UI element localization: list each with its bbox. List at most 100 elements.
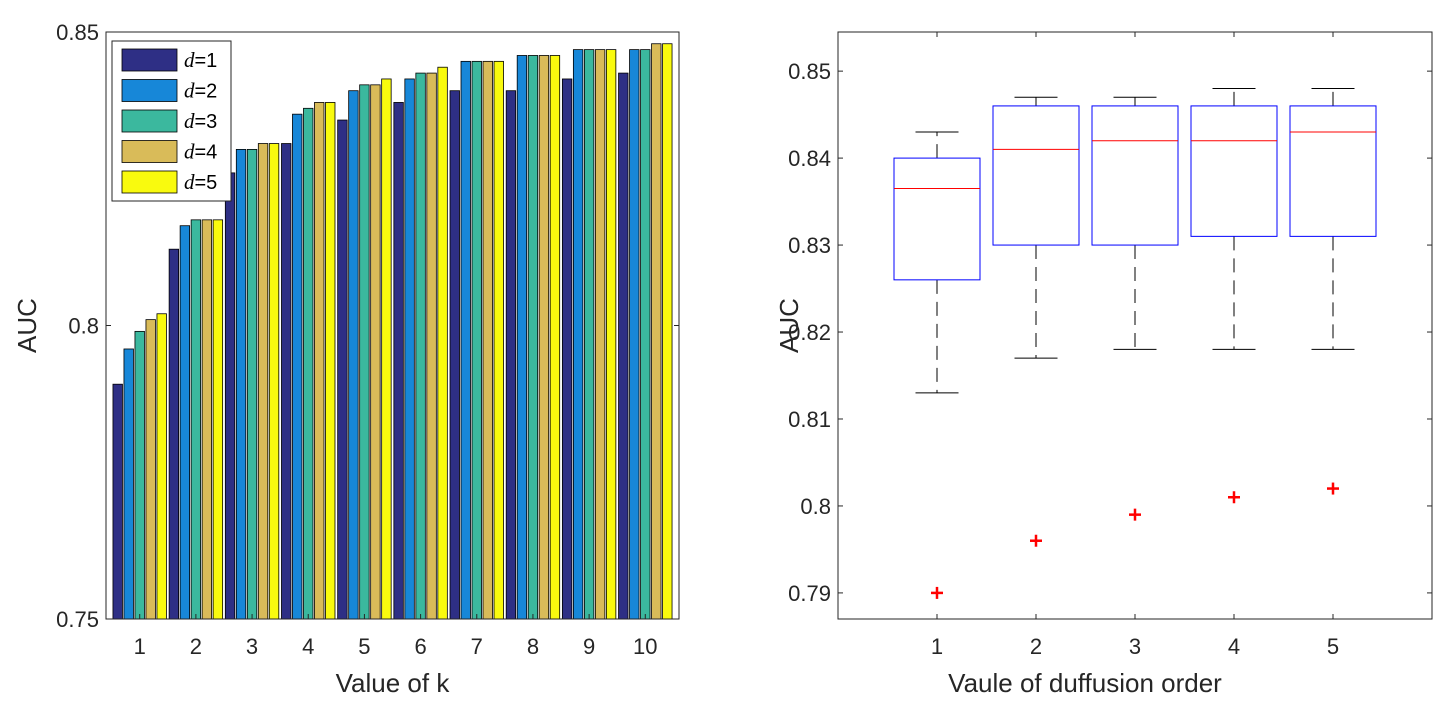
bar-k9-d3	[583, 49, 595, 620]
bar-k9-d5	[605, 49, 617, 620]
outlier-marker	[1228, 491, 1240, 504]
box-order-4	[1190, 88, 1278, 504]
right-y-tick-label: 0.84	[788, 146, 831, 171]
bar-k10-d3	[640, 49, 651, 620]
bar-k8-d1	[505, 90, 517, 620]
bar-k9-d1	[561, 78, 573, 620]
legend-value: =2	[195, 81, 218, 103]
left-x-tick-label: 9	[583, 634, 595, 659]
legend-variable: d	[184, 48, 195, 72]
iqr-box	[1091, 105, 1179, 246]
bar-k6-d3	[415, 72, 426, 620]
legend-swatch	[121, 109, 178, 133]
legend-variable: d	[184, 109, 195, 133]
bar-k6-d5	[437, 66, 448, 620]
bar-group	[112, 43, 673, 620]
legend-label: d=2	[184, 79, 217, 103]
bar-k10-d4	[651, 43, 662, 620]
boxplot-group	[893, 88, 1377, 599]
legend-variable: d	[184, 170, 195, 194]
bar-k7-d1	[449, 90, 460, 620]
bar-k1-d3	[134, 330, 145, 620]
right-x-ticks: 1 2 3 4 5	[931, 32, 1339, 659]
bar-k3-d5	[268, 143, 280, 620]
right-x-tick-label: 5	[1327, 634, 1339, 659]
box-order-3	[1091, 96, 1179, 521]
right-y-tick-label: 0.85	[788, 59, 831, 84]
legend-variable: d	[184, 140, 195, 164]
iqr-box	[1289, 105, 1377, 237]
left-x-tick-label: 1	[134, 634, 146, 659]
outlier-marker	[931, 586, 943, 599]
bar-k10-d5	[662, 43, 673, 620]
bar-k9-d2	[572, 49, 584, 620]
bar-k2-d1	[168, 248, 180, 620]
legend-entry: d=5	[121, 170, 217, 194]
legend-entry: d=1	[121, 48, 217, 72]
outlier-marker	[1129, 508, 1141, 521]
legend: d=1d=2d=3d=4d=5	[111, 40, 232, 202]
left-y-ticks: 0.75 0.8 0.85	[56, 20, 679, 632]
bar-k3-d3	[246, 148, 258, 620]
bar-k2-d4	[201, 219, 213, 620]
bar-k1-d1	[112, 383, 123, 620]
bar-k8-d5	[549, 55, 561, 620]
legend-entry: d=4	[121, 140, 217, 164]
legend-label: d=4	[184, 140, 217, 164]
legend-label: d=5	[184, 170, 217, 194]
left-x-tick-label: 3	[246, 634, 258, 659]
iqr-box	[893, 157, 981, 281]
box-order-5	[1289, 88, 1377, 495]
legend-value: =5	[195, 172, 218, 194]
bar-k3-d4	[257, 143, 269, 620]
right-y-axis-label: AUC	[774, 298, 804, 353]
left-x-tick-label: 5	[358, 634, 370, 659]
legend-swatch	[121, 170, 178, 194]
left-x-axis-label: Value of k	[336, 668, 451, 698]
left-x-tick-label: 8	[527, 634, 539, 659]
right-x-axis-label: Vaule of duffusion order	[948, 668, 1222, 698]
left-y-tick-label: 0.85	[56, 20, 99, 45]
right-y-tick-label: 0.8	[800, 494, 831, 519]
bar-k8-d2	[516, 55, 528, 620]
bar-k5-d5	[381, 78, 392, 620]
bar-k2-d3	[190, 219, 202, 620]
bar-k4-d2	[292, 113, 303, 620]
right-axes-frame	[837, 31, 1433, 620]
right-y-ticks: 0.79 0.8 0.81 0.82 0.83 0.84 0.85	[788, 59, 1432, 606]
right-x-tick-label: 4	[1228, 634, 1240, 659]
bar-chart-auc-vs-k: 1 2 3 4 5 6 7 8 9 10 0.75 0.8 0.85 Value of k AUC d…	[12, 20, 680, 698]
outlier-marker	[1030, 534, 1042, 547]
bar-k5-d4	[370, 84, 381, 620]
legend-value: =3	[195, 111, 218, 133]
bar-k8-d4	[538, 55, 550, 620]
legend-swatch	[121, 48, 178, 72]
iqr-box	[1190, 105, 1278, 237]
right-y-tick-label: 0.79	[788, 581, 831, 606]
legend-variable: d	[184, 79, 195, 103]
left-y-tick-label: 0.8	[68, 314, 99, 339]
right-x-tick-label: 1	[931, 634, 943, 659]
left-x-tick-label: 2	[190, 634, 202, 659]
bar-k9-d4	[594, 49, 606, 620]
bar-k6-d4	[426, 72, 437, 620]
bar-k1-d2	[123, 348, 134, 620]
bar-k2-d5	[212, 219, 224, 620]
left-x-tick-label: 7	[471, 634, 483, 659]
bar-k7-d2	[460, 60, 471, 620]
bar-k3-d1	[224, 172, 236, 620]
legend-swatch	[121, 140, 178, 163]
boxplot-auc-vs-diffusion-order: 1 2 3 4 5 0.79 0.8 0.81 0.82 0.83 0.84 0.85 Vaule …	[774, 31, 1433, 698]
bar-k2-d2	[179, 225, 191, 620]
bar-k5-d2	[348, 90, 359, 620]
bar-k4-d5	[325, 102, 336, 620]
left-x-tick-label: 10	[633, 634, 657, 659]
legend-label: d=1	[184, 48, 217, 72]
bar-k5-d1	[337, 119, 348, 620]
left-y-axis-label: AUC	[12, 298, 42, 353]
bar-k6-d1	[393, 102, 404, 620]
box-order-2	[992, 96, 1080, 547]
right-x-tick-label: 2	[1030, 634, 1042, 659]
legend-value: =4	[195, 142, 218, 164]
bar-k3-d2	[235, 148, 247, 620]
